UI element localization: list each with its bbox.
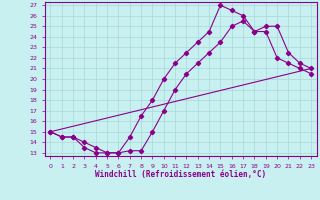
X-axis label: Windchill (Refroidissement éolien,°C): Windchill (Refroidissement éolien,°C) bbox=[95, 170, 266, 179]
